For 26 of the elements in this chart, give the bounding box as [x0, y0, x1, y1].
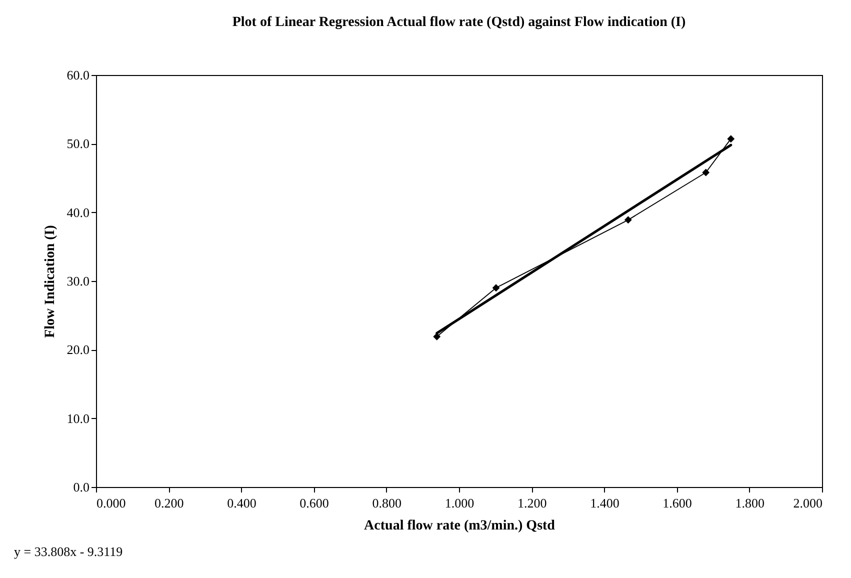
x-tick-label: 0.600 [300, 496, 329, 510]
x-tick-label: 1.200 [517, 496, 547, 510]
x-tick-label: 1.600 [662, 496, 692, 510]
point [624, 216, 632, 224]
point [727, 135, 735, 143]
y-tick-label: 50.0 [66, 136, 90, 152]
y-tick-label: 30.0 [66, 274, 90, 288]
y-tick-label: 10.0 [66, 410, 90, 426]
x-axis-title: Actual flow rate (m3/min.) Qstd [364, 518, 556, 534]
x-tick-label: 2.000 [793, 496, 822, 510]
x-tick-label: 1.400 [590, 496, 620, 510]
y-tick-label: 20.0 [66, 342, 90, 358]
point [492, 284, 500, 292]
chart-title: Plot of Linear Regression Actual flow rate (Qstd) against Flow indication (I) [232, 15, 686, 30]
text: y = 33.808x - 9.3119 [14, 544, 123, 560]
y-axis-title: Flow Indication (I) [42, 224, 58, 338]
point [702, 168, 710, 176]
x-tick-label: 0.800 [372, 496, 402, 510]
x-tick-label: 0.000 [96, 496, 126, 510]
y-tick-label: 0.0 [73, 480, 90, 494]
x-tick-label: 1.000 [444, 496, 474, 510]
y-tick-label: 40.0 [66, 204, 90, 220]
x-tick-label: 1.800 [735, 496, 765, 510]
x-tick-label: 0.200 [154, 496, 184, 510]
x-tick-label: 0.400 [227, 496, 256, 510]
y-tick-label: 60.0 [66, 68, 90, 82]
